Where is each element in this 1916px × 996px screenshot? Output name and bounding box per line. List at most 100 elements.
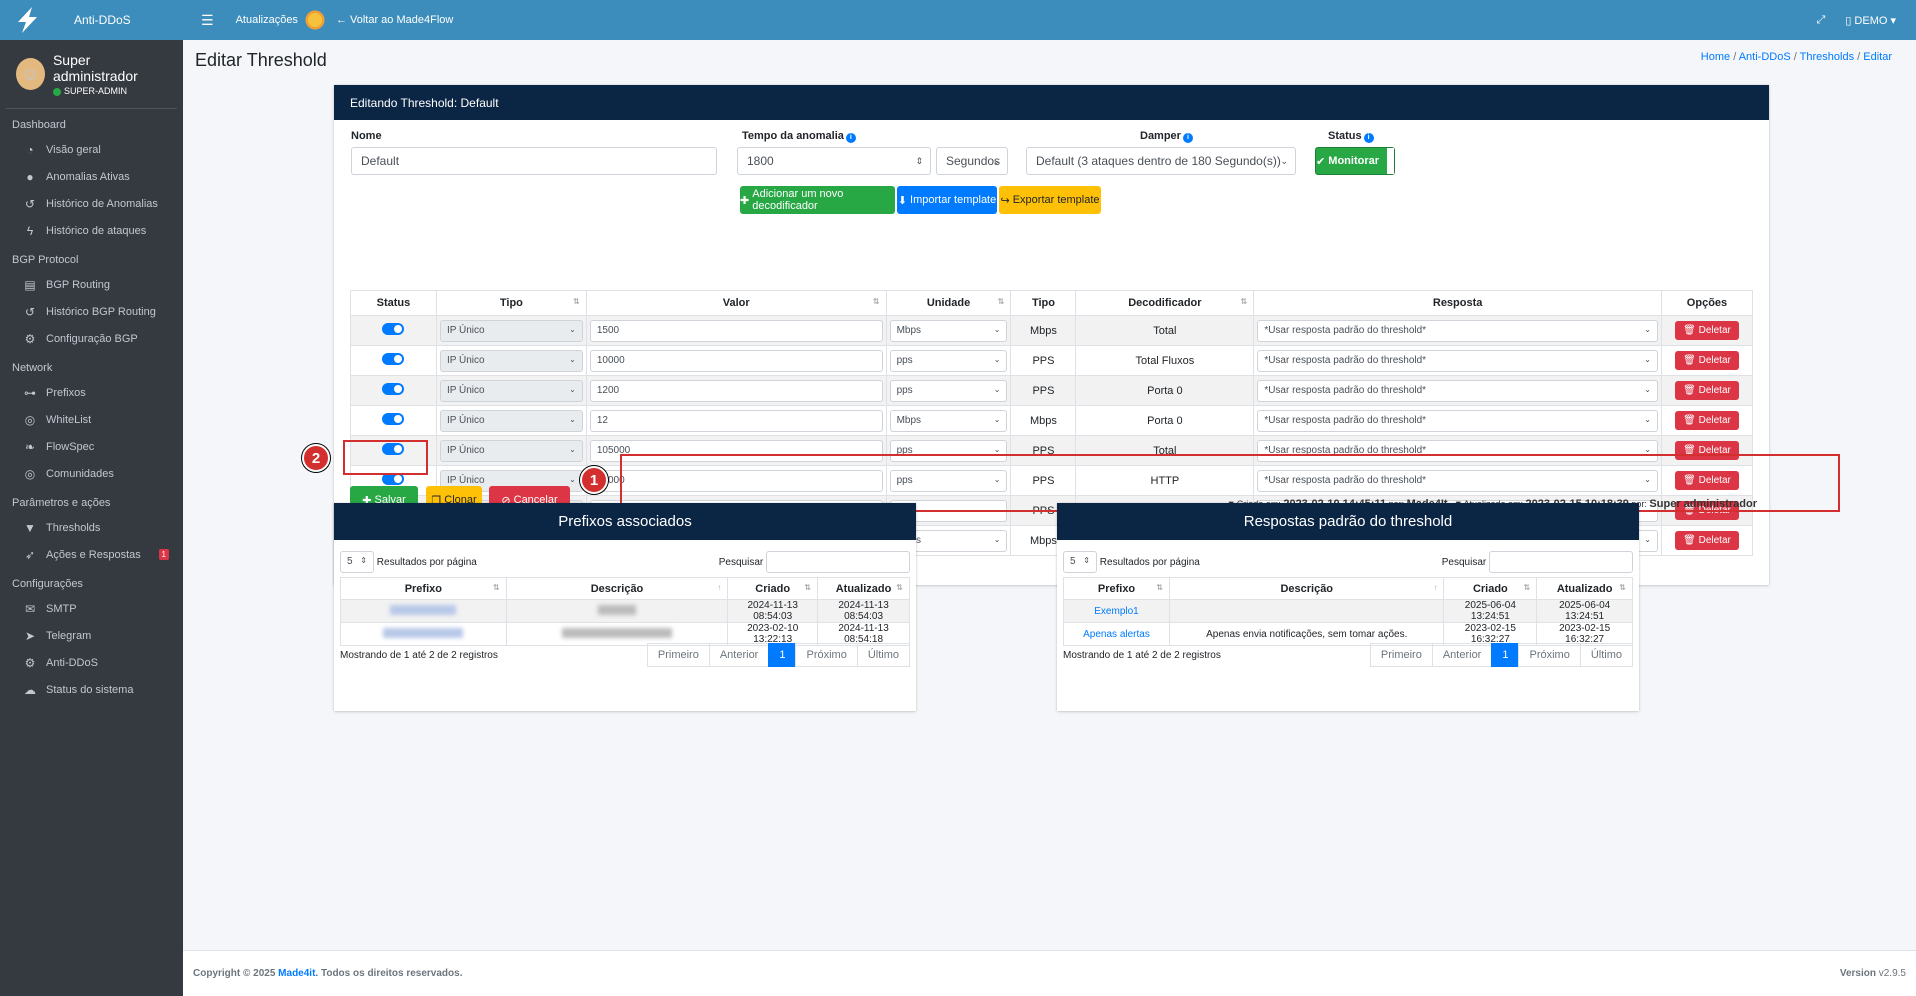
sidebar-item[interactable]: ✉ SMTP (0, 595, 183, 622)
sidebar-item[interactable]: ϟ Histórico de ataques (0, 217, 183, 244)
response-link[interactable]: Exemplo1 (1094, 605, 1139, 617)
col-unidade[interactable]: Unidade ⇅ (885, 290, 1012, 316)
col-descricao[interactable]: Descrição ↑ (505, 577, 729, 600)
unidade-select[interactable]: pps⌄ (889, 379, 1008, 402)
sidebar-item[interactable]: ☁ Status do sistema (0, 676, 183, 703)
info-icon[interactable]: i (1182, 133, 1193, 143)
col-prefixo[interactable]: Prefixo ⇅ (1062, 577, 1171, 600)
info-icon[interactable]: i (1363, 133, 1374, 143)
pager-page[interactable]: 1 (1491, 643, 1520, 667)
col-prefixo[interactable]: Prefixo ⇅ (340, 577, 507, 600)
sidebar-item[interactable]: ➶ Ações e Respostas 1 (0, 541, 183, 568)
pager-next[interactable]: Próximo (1518, 643, 1581, 667)
info-icon[interactable]: i (845, 133, 856, 143)
delete-button[interactable]: 🗑 Deletar (1675, 321, 1739, 340)
col-descricao[interactable]: Descrição ↑ (1169, 577, 1445, 600)
col-decodificador[interactable]: Decodificador ⇅ (1075, 290, 1255, 316)
unidade-select[interactable]: pps⌄ (889, 439, 1008, 462)
user-menu[interactable]: ▯ DEMO ▾ (1845, 14, 1896, 27)
resposta-select[interactable]: *Usar resposta padrão do threshold* ⌄ (1257, 379, 1658, 402)
col-criado[interactable]: Criado ⇅ (1443, 577, 1538, 600)
status-toggle[interactable] (382, 353, 405, 365)
valor-input[interactable]: 10000 (589, 349, 883, 372)
pager-last[interactable]: Último (856, 643, 910, 667)
delete-button[interactable]: 🗑 Deletar (1675, 351, 1739, 370)
col-tipo[interactable]: Tipo ⇅ (435, 290, 587, 316)
valor-input[interactable]: 1500 (589, 319, 883, 342)
status-toggle[interactable] (382, 413, 405, 425)
col-opcoes[interactable]: Opções (1660, 290, 1754, 316)
tipo-select[interactable]: IP Único ⌄ (439, 319, 583, 342)
sidebar-item[interactable]: ⚙ Anti-DDoS (0, 649, 183, 676)
damper-select[interactable]: Default (3 ataques dentro de 180 Segundo… (1026, 147, 1296, 175)
breadcrumb-editar[interactable]: Editar (1863, 51, 1892, 63)
updates-link[interactable]: Atualizações (236, 9, 326, 31)
status-toggle[interactable] (382, 473, 405, 485)
prefixos-per-page[interactable]: 5 ⇕ (340, 551, 374, 573)
col-tipo2[interactable]: Tipo (1010, 290, 1077, 316)
status-toggle[interactable] (382, 443, 405, 455)
tipo-select[interactable]: IP Único ⌄ (439, 439, 583, 462)
add-decoder-button[interactable]: ✚ Adicionar um novo decodificador (740, 186, 895, 214)
resposta-select[interactable]: *Usar resposta padrão do threshold* ⌄ (1257, 439, 1658, 462)
menu-toggle-icon[interactable]: ☰ (201, 11, 214, 28)
respostas-per-page[interactable]: 5 ⇕ (1063, 551, 1097, 573)
breadcrumb-thresholds[interactable]: Thresholds (1799, 51, 1855, 63)
sidebar-item[interactable]: ● Anomalias Ativas (0, 163, 183, 190)
sidebar-item[interactable]: ➤ Telegram (0, 622, 183, 649)
spinner-icon[interactable]: ⇕ (915, 156, 923, 166)
back-link[interactable]: ← Voltar ao Made4Flow (335, 14, 454, 26)
delete-button[interactable]: 🗑 Deletar (1675, 531, 1739, 550)
brand[interactable]: Anti-DDoS (0, 0, 183, 40)
pager-next[interactable]: Próximo (795, 643, 858, 667)
valor-input[interactable]: 12 (589, 409, 883, 432)
breadcrumb-home[interactable]: Home (1700, 51, 1731, 63)
response-link[interactable]: Apenas alertas (1083, 628, 1150, 640)
unidade-select[interactable]: pps⌄ (889, 469, 1008, 492)
resposta-select[interactable]: *Usar resposta padrão do threshold* ⌄ (1257, 319, 1658, 342)
user-panel[interactable]: ☺ Super administrador SUPER-ADMIN (6, 40, 177, 109)
col-status[interactable]: Status (350, 290, 437, 316)
col-atualizado[interactable]: Atualizado ⇅ (817, 577, 910, 600)
status-toggle[interactable] (382, 323, 405, 335)
tipo-select[interactable]: IP Único ⌄ (439, 409, 583, 432)
pager-page[interactable]: 1 (768, 643, 797, 667)
resposta-select[interactable]: *Usar resposta padrão do threshold* ⌄ (1257, 349, 1658, 372)
col-resposta[interactable]: Resposta (1253, 290, 1662, 316)
unidade-select[interactable]: Mbps⌄ (889, 409, 1008, 432)
col-valor[interactable]: Valor ⇅ (585, 290, 887, 316)
col-criado[interactable]: Criado ⇅ (727, 577, 819, 600)
tipo-select[interactable]: IP Único ⌄ (439, 349, 583, 372)
sidebar-item[interactable]: ❧ FlowSpec (0, 433, 183, 460)
sidebar-item[interactable]: ↺ Histórico de Anomalias (0, 190, 183, 217)
pager-prev[interactable]: Anterior (1431, 643, 1493, 667)
sidebar-item[interactable]: ▼ Thresholds (0, 514, 183, 541)
nome-input[interactable]: Default (351, 147, 717, 175)
tempo-unit-select[interactable]: Segundos ⌄ (936, 147, 1008, 175)
valor-input[interactable]: 1200 (589, 379, 883, 402)
resposta-select[interactable]: *Usar resposta padrão do threshold* ⌄ (1257, 469, 1658, 492)
valor-input[interactable]: 105000 (589, 439, 883, 462)
company-link[interactable]: Made4it (278, 968, 316, 979)
fullscreen-icon[interactable]: ⤢ (1816, 13, 1826, 26)
pager-first[interactable]: Primeiro (646, 643, 710, 667)
col-atualizado[interactable]: Atualizado ⇅ (1536, 577, 1633, 600)
sidebar-item[interactable]: ◎ Comunidades (0, 460, 183, 487)
sidebar-item[interactable]: ▤ BGP Routing (0, 271, 183, 298)
breadcrumb-antiddos[interactable]: Anti-DDoS (1738, 51, 1791, 63)
import-template-button[interactable]: ⬇ Importar template (897, 186, 997, 214)
unidade-select[interactable]: Mbps⌄ (889, 319, 1008, 342)
delete-button[interactable]: 🗑 Deletar (1675, 411, 1739, 430)
sidebar-item[interactable]: ↺ Histórico BGP Routing (0, 298, 183, 325)
sidebar-item[interactable]: ⚙ Configuração BGP (0, 325, 183, 352)
tipo-select[interactable]: IP Único ⌄ (439, 379, 583, 402)
export-template-button[interactable]: ↪ Exportar template (999, 186, 1101, 214)
pager-first[interactable]: Primeiro (1369, 643, 1433, 667)
tempo-input[interactable]: 1800 ⇕ (737, 147, 931, 175)
delete-button[interactable]: 🗑 Deletar (1675, 471, 1739, 490)
sidebar-item[interactable]: ◎ WhiteList (0, 406, 183, 433)
pager-last[interactable]: Último (1579, 643, 1633, 667)
resposta-select[interactable]: *Usar resposta padrão do threshold* ⌄ (1257, 409, 1658, 432)
status-toggle[interactable] (382, 383, 405, 395)
sidebar-item[interactable]: ◔ Visão geral (0, 136, 183, 163)
